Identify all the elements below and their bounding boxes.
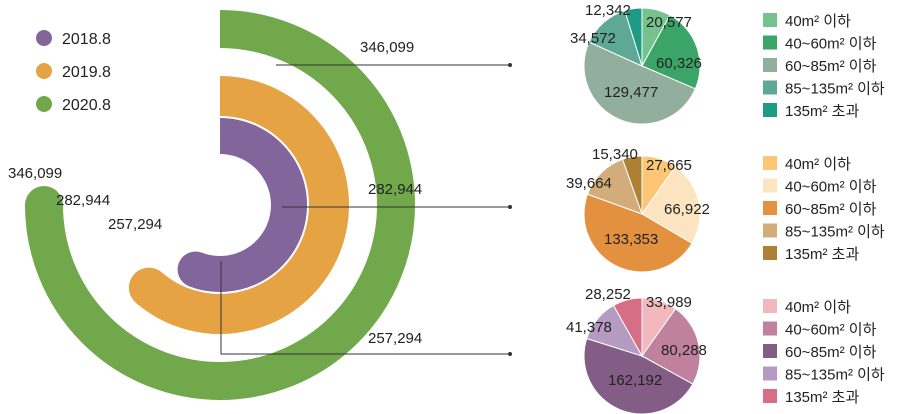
radial-bar-value-label: 282,944 (56, 192, 110, 209)
legend-swatch-2020.8 (36, 96, 52, 112)
legend-swatch-2018.8 (36, 30, 52, 46)
leader-dot (508, 63, 512, 67)
pie-2018.8: 33,989 80,288 162,192 41,378 28,252 40m² 이하 40… (566, 286, 885, 414)
pie-slice (621, 155, 643, 215)
pie-2020.8: 20,577 60,326 129,477 34,572 12,342 40m² 이하 40… (570, 2, 885, 125)
radial-bar-labels: 257,294 282,944 346,099 (8, 165, 162, 233)
pie-legend-swatch (763, 344, 777, 358)
pie-legend-swatch (763, 103, 777, 117)
pie-slice-label: 33,989 (646, 294, 692, 311)
pie-legend-label: 60~85m² 이하 (785, 344, 877, 361)
year-legend: 2018.8 2019.8 2020.8 (36, 30, 111, 114)
pie-legend-swatch (763, 321, 777, 336)
pie-legend-swatch (763, 156, 777, 170)
radial-bar-end-2020.8 (25, 186, 63, 224)
pie-slice-label: 15,340 (592, 146, 638, 163)
pie-slice-label: 41,378 (566, 319, 612, 336)
pie-legend-label: 135m² 초과 (785, 246, 859, 263)
pie-legend-label: 40~60m² 이하 (785, 322, 877, 339)
leader-lines: 346,099 282,944 257,294 (220, 39, 512, 356)
radial-bar-value-label: 346,099 (8, 165, 62, 182)
legend-label: 2018.8 (62, 31, 111, 48)
leader-value-label: 282,944 (368, 181, 422, 198)
radial-bar-2019.8 (135, 76, 349, 334)
pie-legend-swatch (763, 246, 777, 260)
legend-swatch-2019.8 (36, 63, 52, 79)
leader-value-label: 346,099 (360, 39, 414, 56)
pie-slice (583, 337, 694, 414)
radial-bar-value-label: 257,294 (108, 216, 162, 233)
leader-dot (508, 205, 512, 209)
pie-legend-label: 40~60m² 이하 (785, 179, 877, 196)
pie-legend-swatch (763, 35, 777, 50)
pie-slice-label: 39,664 (566, 175, 612, 192)
leader-line (220, 261, 510, 355)
pie-legend-label: 135m² 초과 (785, 389, 859, 406)
pie-slice-label: 28,252 (585, 286, 631, 303)
pie-legend-swatch (763, 389, 777, 403)
pie-slice (583, 193, 693, 273)
pie-slice (583, 41, 696, 125)
pie-slice-label: 80,288 (661, 342, 707, 359)
pie-slice-label: 66,922 (664, 201, 710, 218)
pie-slice (641, 307, 701, 385)
pie-legend-label: 60~85m² 이하 (785, 201, 877, 218)
pie-legend-label: 40~60m² 이하 (785, 36, 877, 53)
pie-legend-label: 40m² 이하 (785, 156, 851, 173)
pie-legend-swatch (763, 201, 777, 215)
radial-bar-chart (25, 10, 415, 400)
legend-label: 2020.8 (62, 97, 111, 114)
pie-legend-label: 135m² 초과 (785, 103, 859, 120)
pie-charts: 20,577 60,326 129,477 34,572 12,342 40m² 이하 40… (566, 2, 885, 414)
leader-dot (508, 352, 512, 356)
pie-slice-label: 60,326 (656, 55, 702, 72)
pie-slice (624, 7, 643, 67)
radial-bar-2018.8 (189, 118, 307, 292)
pie-slice (641, 165, 701, 244)
radial-bar-end-2018.8 (177, 251, 214, 288)
pie-legend-swatch (763, 13, 777, 27)
pie-legend-label: 40m² 이하 (785, 13, 851, 30)
pie-slice-label: 133,353 (604, 231, 658, 248)
pie-slice-label: 20,577 (646, 14, 692, 31)
pie-legend-label: 40m² 이하 (785, 299, 851, 316)
pie-slice (612, 297, 643, 358)
radial-bar-end-2019.8 (128, 267, 169, 308)
legend-label: 2019.8 (62, 64, 111, 81)
pie-slice-label: 12,342 (585, 2, 631, 19)
pie-2019.8: 27,665 66,922 133,353 39,664 15,340 40m² 이하 40… (566, 146, 885, 273)
pie-legend-swatch (763, 80, 777, 95)
pie-legend-label: 85~135m² 이하 (785, 81, 885, 98)
pie-slice (641, 14, 701, 90)
pie-legend-swatch (763, 299, 777, 313)
leader-value-label: 257,294 (368, 330, 422, 347)
pie-slice-label: 27,665 (646, 157, 692, 174)
pie-legend-label: 85~135m² 이하 (785, 367, 885, 384)
pie-slice (586, 158, 643, 215)
pie-legend-swatch (763, 366, 777, 381)
pie-legend-swatch (763, 223, 777, 238)
pie-legend-swatch (763, 178, 777, 193)
pie-legend-label: 60~85m² 이하 (785, 58, 877, 75)
pie-slice-label: 34,572 (570, 30, 616, 47)
pie-legend-label: 85~135m² 이하 (785, 224, 885, 241)
pie-slice-label: 129,477 (604, 84, 658, 101)
pie-legend-swatch (763, 58, 777, 72)
radial-bar-2020.8 (25, 10, 415, 400)
pie-slice-label: 162,192 (608, 372, 662, 389)
